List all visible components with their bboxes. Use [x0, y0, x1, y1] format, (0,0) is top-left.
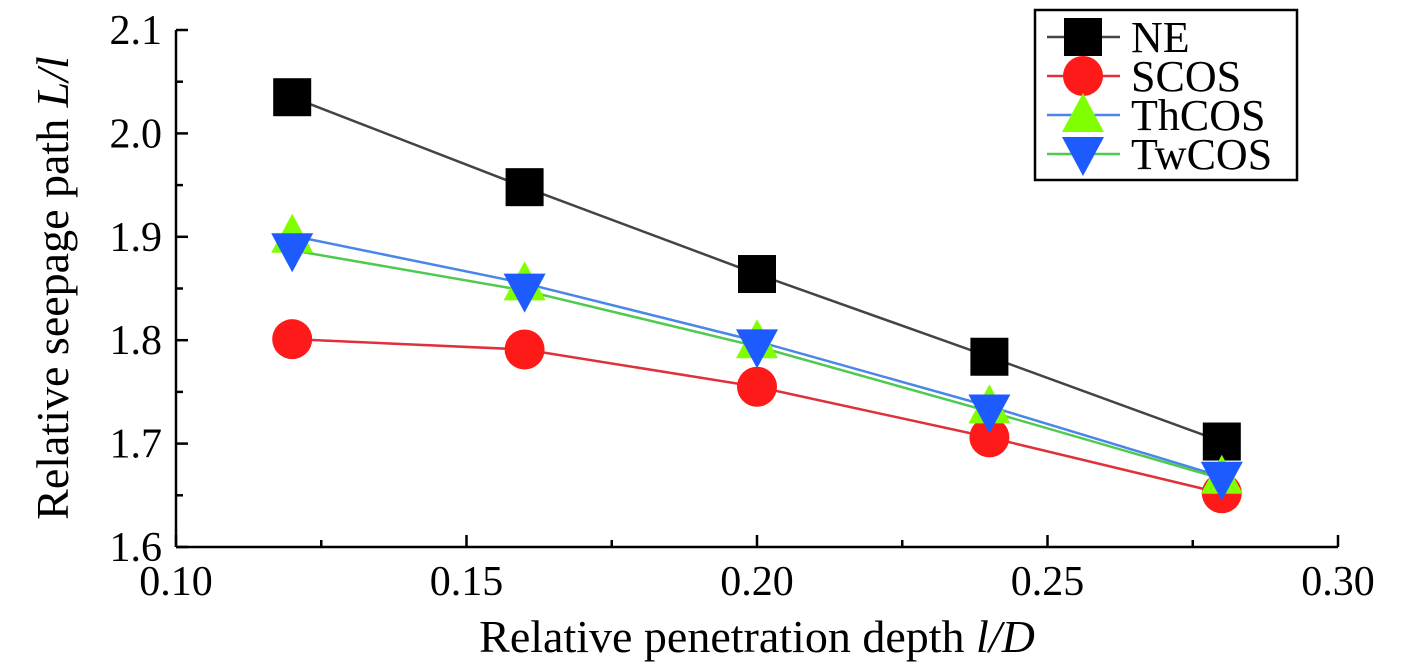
legend-label-scos: SCOS: [1131, 52, 1241, 101]
y-tick-label: 1.7: [110, 422, 163, 468]
y-axis-title: Relative seepage path L/l: [27, 56, 78, 520]
legend-marker-ne: [1064, 18, 1102, 56]
legend-label-ne: NE: [1131, 13, 1190, 62]
data-point-twcos: [271, 233, 314, 273]
data-point-scos: [737, 366, 777, 407]
data-point-ne: [273, 78, 312, 117]
legend-marker-twcos: [1062, 137, 1104, 176]
x-tick-label: 0.20: [720, 559, 794, 605]
x-tick-label: 0.15: [430, 559, 504, 605]
data-point-twcos: [503, 273, 546, 313]
y-tick-label: 1.9: [110, 215, 163, 261]
data-point-scos: [272, 319, 313, 360]
x-axis-title: Relative penetration depth l/D: [479, 611, 1035, 662]
y-tick-label: 2.1: [110, 8, 163, 54]
data-point-twcos: [1200, 461, 1243, 501]
data-point-twcos: [736, 329, 778, 369]
data-point-ne: [738, 255, 776, 294]
series-markers: [271, 78, 1243, 514]
legend-marker-scos: [1063, 56, 1103, 96]
data-point-scos: [504, 329, 545, 370]
ticks: 0.10 0.15 0.20 0.25 0.30 1.6 1.7 1.8 1.9 2.0 2.1: [110, 8, 1375, 605]
y-tick-label: 1.8: [110, 318, 163, 364]
data-point-scos: [969, 417, 1010, 458]
legend-marker-thcos: [1062, 93, 1104, 132]
x-tick-label: 0.30: [1301, 559, 1375, 605]
y-tick-label: 1.6: [110, 525, 163, 571]
data-point-twcos: [968, 394, 1011, 434]
legend-label-twcos: TwCOS: [1131, 130, 1272, 179]
x-tick-label: 0.25: [1011, 559, 1085, 605]
data-point-ne: [1202, 422, 1241, 461]
x-tick-label: 0.10: [139, 559, 213, 605]
data-point-ne: [970, 337, 1009, 376]
y-tick-label: 2.0: [110, 111, 163, 157]
legend-label-thcos: ThCOS: [1131, 91, 1265, 140]
data-point-ne: [505, 168, 544, 207]
